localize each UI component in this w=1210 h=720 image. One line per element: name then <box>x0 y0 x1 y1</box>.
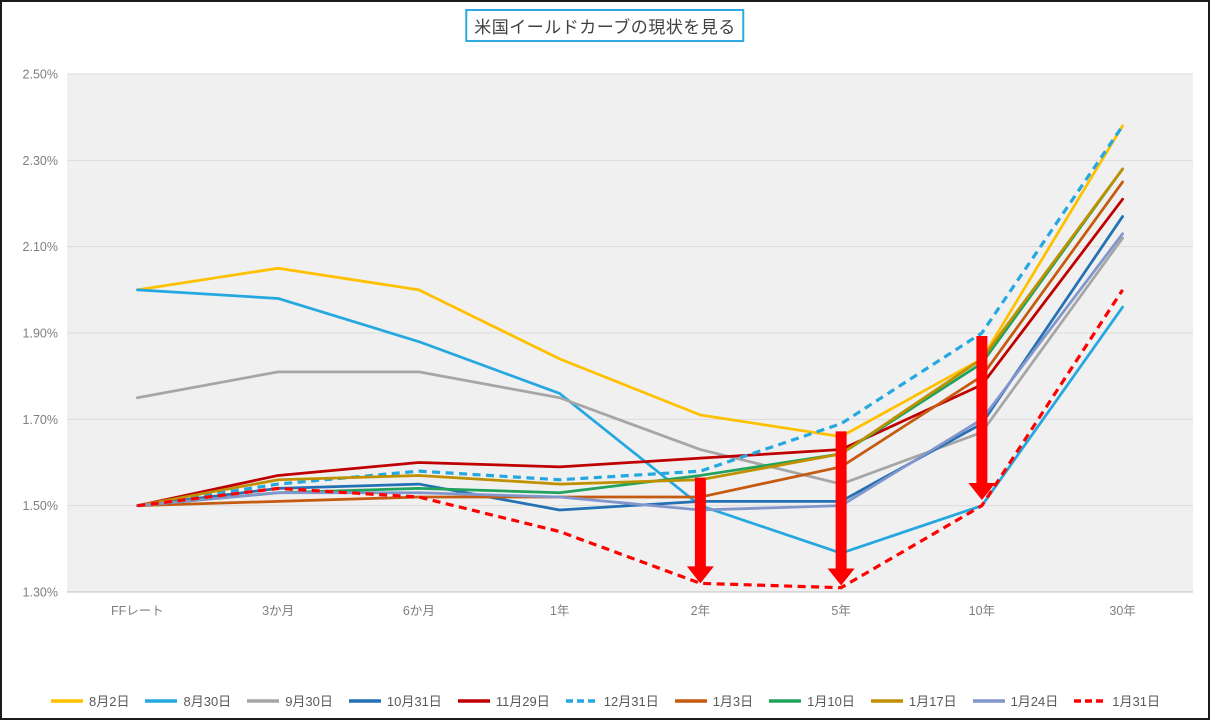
title-box: 米国イールドカーブの現状を見る <box>465 9 745 42</box>
legend-swatch <box>51 698 84 703</box>
y-axis-tick-label: 1.70% <box>23 413 58 427</box>
decline-arrow <box>686 477 714 584</box>
legend-item-3: 10月31日 <box>348 691 442 710</box>
legend-item-7: 1月10日 <box>768 691 855 710</box>
series-line-10 <box>137 288 1124 590</box>
series-line-0 <box>136 124 1124 438</box>
x-axis-tick-label: 5年 <box>831 604 850 618</box>
series-line-9 <box>136 232 1124 512</box>
legend-label: 1月10日 <box>807 694 855 709</box>
legend-label: 1月31日 <box>1112 694 1160 709</box>
legend-swatch <box>457 698 490 703</box>
x-axis-tick-label: 30年 <box>1109 604 1135 618</box>
legend-swatch <box>247 698 280 703</box>
series-line-8 <box>136 167 1124 508</box>
y-axis-tick-label: 1.50% <box>23 499 58 513</box>
series-line-4 <box>136 197 1124 508</box>
chart-legend: 8月2日 8月30日 9月30日 10月31日 11月29日 12月31日 1月3日 1月10… <box>2 691 1208 710</box>
series-line-5 <box>137 124 1124 508</box>
series-line-6 <box>136 180 1124 508</box>
y-axis-tick-label: 2.30% <box>23 154 58 168</box>
legend-label: 1月24日 <box>1010 694 1059 709</box>
legend-label: 8月2日 <box>89 694 130 709</box>
decline-arrow <box>827 431 855 586</box>
decline-arrow <box>968 336 996 501</box>
x-axis-tick-label: 1年 <box>550 604 569 618</box>
legend-label: 1月3日 <box>712 694 754 709</box>
legend-swatch <box>348 698 381 703</box>
series-line-3 <box>136 215 1124 512</box>
legend-swatch <box>674 698 707 703</box>
legend-item-10: 1月31日 <box>1073 691 1160 710</box>
legend-swatch <box>769 698 802 703</box>
y-axis-tick-label: 1.30% <box>23 586 58 600</box>
y-axis-tick-label: 1.90% <box>23 327 58 341</box>
legend-swatch <box>972 698 1005 703</box>
legend-label: 1月17日 <box>908 694 957 709</box>
legend-label: 9月30日 <box>285 694 333 709</box>
series-line-2 <box>136 236 1124 486</box>
legend-item-9: 1月24日 <box>972 691 1059 710</box>
legend-item-4: 11月29日 <box>457 691 550 710</box>
x-axis-tick-label: 2年 <box>691 604 710 618</box>
legend-swatch <box>145 698 178 703</box>
legend-label: 12月31日 <box>603 694 659 709</box>
legend-item-0: 8月2日 <box>50 691 129 710</box>
legend-swatch <box>565 698 598 703</box>
legend-item-5: 12月31日 <box>565 691 659 710</box>
legend-item-2: 9月30日 <box>246 691 333 710</box>
legend-label: 8月30日 <box>183 694 232 709</box>
legend-item-1: 8月30日 <box>144 691 231 710</box>
x-axis-tick-label: 10年 <box>969 604 995 618</box>
legend-swatch <box>1074 698 1107 703</box>
legend-item-6: 1月3日 <box>674 691 753 710</box>
y-axis-tick-label: 2.50% <box>23 68 58 82</box>
x-axis-tick-label: FFレート <box>111 604 164 618</box>
legend-swatch <box>870 698 903 703</box>
x-axis-tick-label: 6か月 <box>403 604 435 618</box>
legend-label: 11月29日 <box>495 694 550 709</box>
page-title: 米国イールドカーブの現状を見る <box>474 18 736 37</box>
y-axis-tick-label: 2.10% <box>23 240 58 254</box>
x-axis-tick-label: 3か月 <box>262 604 294 618</box>
series-line-1 <box>136 288 1124 555</box>
legend-label: 10月31日 <box>386 694 442 709</box>
legend-item-8: 1月17日 <box>870 691 957 710</box>
